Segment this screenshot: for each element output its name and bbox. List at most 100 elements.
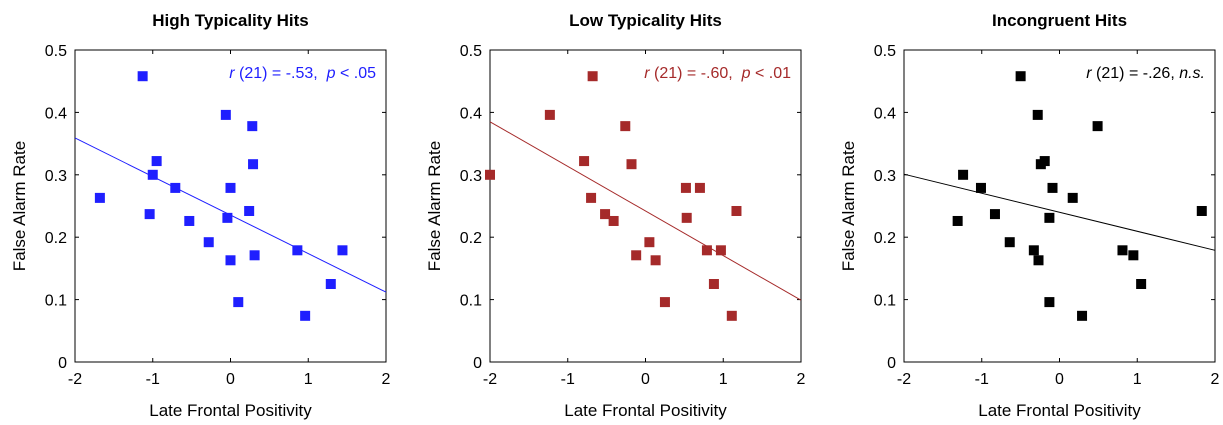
marker bbox=[1077, 310, 1088, 321]
marker bbox=[586, 192, 597, 203]
marker bbox=[587, 71, 598, 82]
marker bbox=[1004, 237, 1015, 248]
y-tick-label: 0.5 bbox=[874, 43, 896, 60]
marker bbox=[544, 109, 555, 120]
annotation: r (21) = -.60, p < .01 bbox=[644, 65, 791, 82]
marker bbox=[1092, 121, 1103, 132]
x-tick-label: -1 bbox=[146, 371, 160, 388]
x-tick-label: 2 bbox=[1211, 371, 1220, 388]
x-tick-label: 2 bbox=[797, 371, 806, 388]
annotation-part: r bbox=[1086, 65, 1092, 82]
marker bbox=[1039, 156, 1050, 167]
marker bbox=[731, 205, 742, 216]
x-tick-label: 0 bbox=[641, 371, 650, 388]
marker bbox=[248, 159, 259, 170]
marker bbox=[659, 297, 670, 308]
marker bbox=[1044, 212, 1055, 223]
annotation-part: n.s. bbox=[1179, 65, 1205, 82]
x-tick-label: -1 bbox=[975, 371, 989, 388]
marker bbox=[579, 156, 590, 167]
y-tick-label: 0.2 bbox=[460, 230, 482, 247]
y-tick-label: 0 bbox=[887, 355, 896, 372]
y-tick-label: 0 bbox=[58, 355, 67, 372]
marker bbox=[222, 212, 233, 223]
marker bbox=[644, 237, 655, 248]
plot-frame bbox=[74, 49, 387, 363]
marker bbox=[485, 169, 495, 180]
panel-title: High Typicality Hits bbox=[152, 11, 309, 30]
marker bbox=[631, 250, 642, 261]
annotation-part: p bbox=[741, 65, 751, 82]
y-tick-label: 0.4 bbox=[45, 105, 67, 122]
marker bbox=[715, 245, 726, 256]
x-tick-label: -2 bbox=[68, 371, 82, 388]
marker bbox=[244, 205, 255, 216]
annotation: r (21) = -.53, p < .05 bbox=[229, 65, 376, 82]
panel-title: Incongruent Hits bbox=[992, 11, 1127, 30]
marker bbox=[1128, 250, 1139, 261]
annotation-part: (21) = -.53, bbox=[235, 65, 327, 82]
marker bbox=[952, 215, 963, 226]
marker bbox=[681, 212, 692, 223]
y-axis-label: False Alarm Rate bbox=[425, 141, 444, 271]
marker bbox=[94, 192, 105, 203]
y-tick-label: 0.5 bbox=[460, 43, 482, 60]
marker bbox=[325, 279, 336, 289]
marker bbox=[650, 255, 661, 266]
y-tick-label: 0.3 bbox=[45, 168, 67, 185]
y-axis-label: False Alarm Rate bbox=[839, 141, 858, 271]
marker bbox=[989, 209, 1000, 220]
y-tick-label: 0.2 bbox=[45, 230, 67, 247]
x-tick-label: 1 bbox=[304, 371, 313, 388]
y-tick-label: 0.5 bbox=[45, 43, 67, 60]
marker bbox=[1044, 297, 1055, 308]
marker bbox=[1196, 205, 1207, 216]
marker bbox=[292, 245, 303, 256]
marker bbox=[1015, 71, 1026, 82]
marker bbox=[975, 182, 986, 193]
marker bbox=[726, 310, 737, 321]
annotation-part: p bbox=[326, 65, 336, 82]
marker bbox=[620, 121, 631, 132]
marker bbox=[170, 182, 181, 193]
marker bbox=[708, 279, 719, 289]
x-tick-label: -2 bbox=[483, 371, 497, 388]
plot-frame bbox=[903, 49, 1216, 363]
marker bbox=[1047, 182, 1058, 193]
panel-title: Low Typicality Hits bbox=[569, 11, 722, 30]
marker bbox=[1033, 255, 1044, 266]
marker bbox=[137, 71, 148, 82]
annotation: r (21) = -.26, n.s. bbox=[1086, 65, 1205, 82]
x-tick-label: 1 bbox=[719, 371, 728, 388]
x-tick-label: -2 bbox=[897, 371, 911, 388]
marker bbox=[694, 182, 705, 193]
marker bbox=[225, 182, 236, 193]
x-tick-label: 1 bbox=[1133, 371, 1142, 388]
plot-frame bbox=[489, 49, 802, 363]
marker bbox=[337, 245, 348, 256]
y-tick-label: 0.3 bbox=[460, 168, 482, 185]
x-tick-label: 0 bbox=[1055, 371, 1064, 388]
fit-line bbox=[489, 121, 802, 301]
marker bbox=[1117, 245, 1128, 256]
x-tick-label: -1 bbox=[561, 371, 575, 388]
x-axis-label: Late Frontal Positivity bbox=[564, 401, 727, 420]
x-axis-label: Late Frontal Positivity bbox=[978, 401, 1141, 420]
marker bbox=[608, 215, 619, 226]
marker bbox=[203, 237, 214, 248]
x-tick-label: 0 bbox=[226, 371, 235, 388]
y-tick-label: 0.3 bbox=[874, 168, 896, 185]
y-tick-label: 0.2 bbox=[874, 230, 896, 247]
marker bbox=[1136, 279, 1147, 289]
y-tick-label: 0.1 bbox=[45, 293, 67, 310]
x-tick-label: 2 bbox=[382, 371, 391, 388]
marker bbox=[147, 169, 158, 180]
annotation-part: < .01 bbox=[751, 65, 792, 82]
fit-line bbox=[903, 173, 1216, 251]
x-axis-label: Late Frontal Positivity bbox=[149, 401, 312, 420]
annotation-part: r bbox=[229, 65, 235, 82]
marker bbox=[225, 255, 236, 266]
y-tick-label: 0.1 bbox=[460, 293, 482, 310]
